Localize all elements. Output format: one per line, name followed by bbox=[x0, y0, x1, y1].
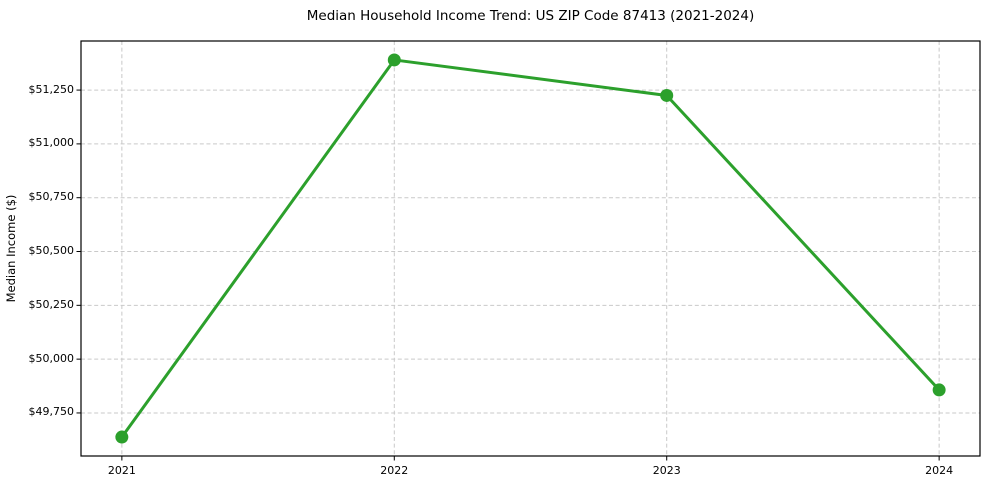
data-point-2024 bbox=[932, 383, 946, 397]
y-tick-label: $51,250 bbox=[28, 82, 75, 96]
data-point-2021 bbox=[115, 430, 129, 444]
y-tick-label: $51,000 bbox=[28, 136, 75, 150]
data-point-2023 bbox=[660, 88, 674, 102]
x-tick-label: 2021 bbox=[107, 464, 136, 477]
y-tick-label: $50,250 bbox=[28, 297, 75, 311]
income-trend-line bbox=[120, 58, 941, 439]
y-tick-label: $50,000 bbox=[28, 351, 75, 365]
y-tick-label: $50,750 bbox=[28, 190, 75, 204]
plot-border bbox=[80, 40, 981, 457]
chart-title: Median Household Income Trend: US ZIP Co… bbox=[306, 8, 755, 24]
y-tick-label: $50,500 bbox=[28, 244, 75, 257]
x-tick-label: 2022 bbox=[380, 464, 409, 477]
data-point-2022 bbox=[387, 53, 401, 67]
x-tick-label: 2024 bbox=[925, 464, 954, 477]
x-tick-label: 2023 bbox=[652, 464, 681, 477]
y-tick-label: $49,750 bbox=[28, 405, 75, 419]
